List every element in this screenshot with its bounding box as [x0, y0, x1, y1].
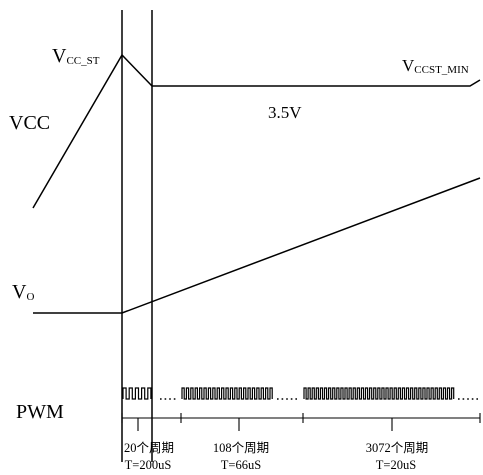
segment-1-period: T=200uS: [125, 458, 172, 472]
segment-3-period: T=20uS: [376, 458, 416, 472]
vccst-min-label: VCCST_MIN: [402, 56, 469, 76]
pwm-segment-1: [122, 387, 152, 400]
vo-waveform: [33, 177, 481, 314]
vo-label: VO: [12, 281, 34, 303]
segment-2-period: T=66uS: [221, 458, 261, 472]
vcc-st-label: VCC_ST: [52, 45, 100, 67]
voltage-label: 3.5V: [268, 103, 302, 122]
pwm-segment-3: [303, 387, 455, 400]
vcc-label: VCC: [9, 112, 50, 134]
pwm-label: PWM: [16, 401, 64, 423]
vcc-waveform: [32, 53, 481, 209]
segment-1-count: 20个周期: [124, 441, 174, 455]
segment-3-count: 3072个周期: [366, 441, 429, 455]
segment-2-count: 108个周期: [213, 441, 269, 455]
pwm-segment-2: [181, 387, 273, 400]
